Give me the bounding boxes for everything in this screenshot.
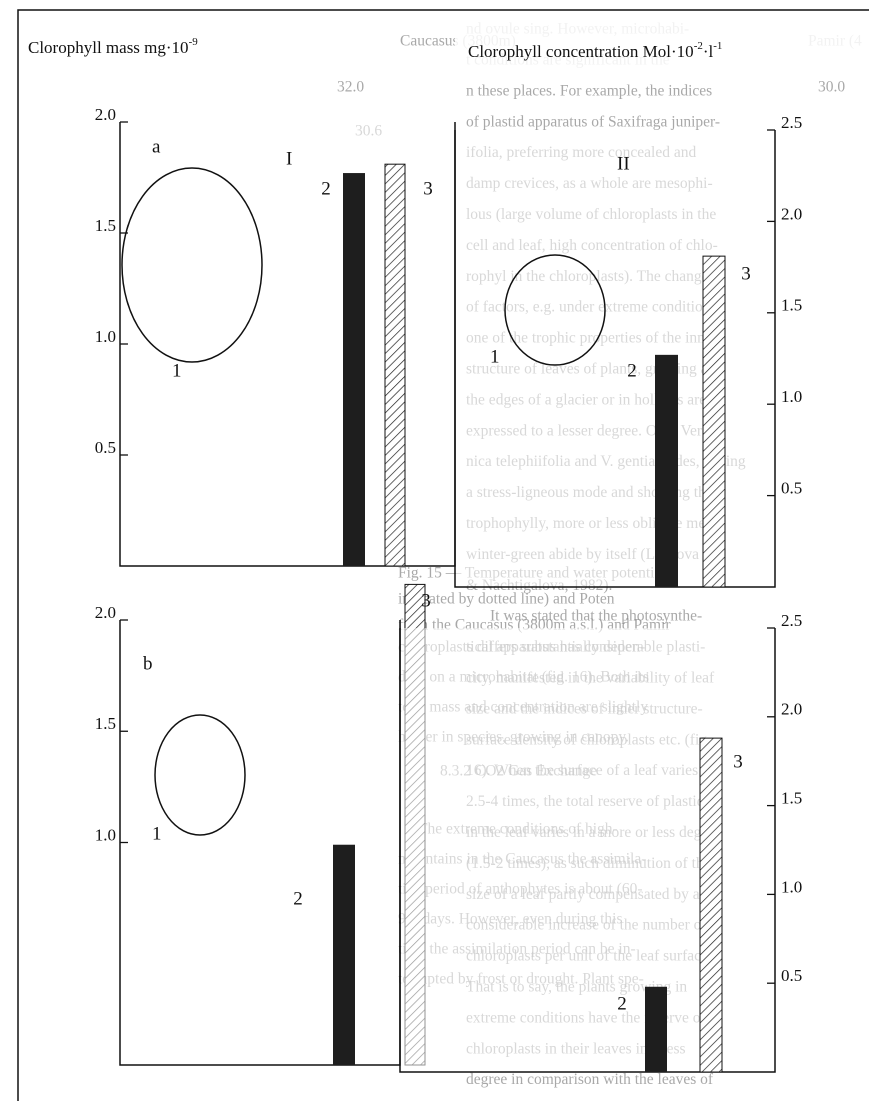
axis-title-exponent: -9 [189, 36, 199, 48]
bar-label: 3 [741, 263, 751, 284]
y-tick-label: 1.5 [781, 789, 802, 808]
y-tick-label: 2.5 [781, 113, 802, 132]
bar-label: 2 [293, 888, 303, 909]
bar [343, 173, 365, 566]
leaf-label: 1 [172, 360, 182, 381]
y-tick-label: 2.0 [95, 105, 116, 124]
axis-title-text: Clorophyll concentration Mol·10 [468, 42, 694, 61]
bar-label: 3 [733, 751, 743, 772]
leaf-label: 1 [152, 823, 162, 844]
bar [645, 987, 667, 1072]
y-tick-label: 1.0 [95, 825, 116, 844]
y-tick-label: 0.5 [781, 966, 802, 985]
panel-letter: a [152, 136, 161, 157]
page: { "axis_titles": { "mass": ["Clorophyll … [0, 0, 869, 1101]
y-tick-label: 2.0 [95, 603, 116, 622]
background-fragment: 32.0 [337, 79, 364, 96]
chart-panel: 0.5 1.0 1.5 2.0 1 a I 2 3 [95, 105, 455, 566]
bar [655, 355, 678, 587]
y-tick-label: 1.5 [95, 216, 116, 235]
bar-label: 2 [321, 178, 331, 199]
bar-label: 2 [617, 993, 627, 1014]
y-tick-label: 1.0 [95, 327, 116, 346]
background-fragment: 30.0 [818, 79, 845, 96]
panel-letter: b [143, 653, 153, 674]
y-tick-label: 1.5 [95, 714, 116, 733]
panel-backdrop [121, 620, 399, 1065]
axis-title-exponent: -1 [713, 40, 722, 52]
axis-title: Clorophyll mass mg·10-9 [28, 36, 198, 57]
chart-panel: 0.5 1.0 1.5 2.0 2.5 1 II 2 3 [455, 113, 802, 587]
y-tick-label: 1.0 [781, 387, 802, 406]
y-tick-label: 2.0 [781, 700, 802, 719]
y-tick-label: 2.5 [781, 611, 802, 630]
background-line: degree in comparison with the leaves of [466, 1071, 714, 1088]
chart-panel: 0.5 1.0 1.5 2.0 2.5 2 3 [400, 611, 802, 1072]
bar-label: 2 [627, 360, 637, 381]
y-tick-label: 0.5 [95, 438, 116, 457]
axis-title-text: Clorophyll mass mg·10 [28, 38, 189, 57]
axis-title-exponent: -2 [694, 40, 703, 52]
chart-panel: 1.0 1.5 2.0 1 b 2 3 [95, 584, 431, 1065]
bar [385, 164, 405, 566]
panel-numeral: I [286, 148, 292, 169]
y-tick-label: 2.0 [781, 204, 802, 223]
bar-label: 3 [421, 590, 431, 611]
y-tick-label: 1.5 [781, 296, 802, 315]
background-line: of plastid apparatus of Saxifraga junipe… [466, 113, 720, 130]
panel-backdrop [456, 130, 774, 587]
bar-label: 3 [423, 178, 433, 199]
bar [703, 256, 725, 587]
bar [333, 845, 355, 1065]
y-tick-label: 1.0 [781, 877, 802, 896]
axis-title-text: ·l [703, 42, 714, 61]
background-line: n these places. For example, the indices [466, 82, 712, 99]
y-tick-label: 0.5 [781, 479, 802, 498]
panel-numeral: II [617, 153, 630, 174]
axis-title: Clorophyll concentration Mol·10-2·l-1 [468, 40, 722, 61]
leaf-label: 1 [490, 346, 500, 367]
figure: Caucasus (3800m)Pamir (432.030.630.0nd o… [0, 0, 869, 1101]
bar [700, 738, 722, 1072]
